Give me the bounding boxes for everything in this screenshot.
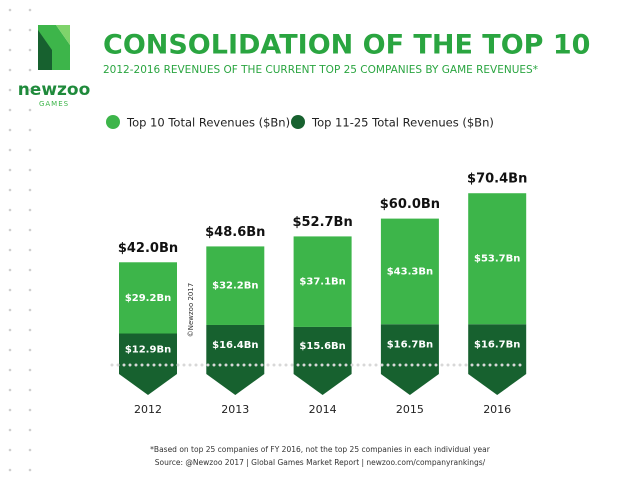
decor-dot [28,308,32,312]
total-label: $60.0Bn [380,197,440,212]
x-tick-label: 2013 [221,403,249,416]
decor-dot [8,108,12,112]
decor-dot [28,428,32,432]
decor-dot [8,28,12,32]
decor-dot [8,448,12,452]
logo-tagline: GAMES [39,100,69,108]
value-label: $53.7Bn [474,254,520,265]
decor-dot [28,48,32,52]
bar-segment [380,324,439,395]
decor-dot [28,88,32,92]
chart-title: CONSOLIDATION OF THE TOP 10 [103,30,590,61]
bar-segment [293,326,352,395]
decor-dot [28,228,32,232]
legend-label: Top 11-25 Total Revenues ($Bn) [311,116,494,130]
legend-swatch [106,115,120,129]
x-tick-label: 2015 [396,403,424,416]
decor-dot [28,268,32,272]
decor-dot [8,408,12,412]
x-tick-label: 2012 [134,403,162,416]
value-label: $43.3Bn [387,266,433,277]
source: Source: @Newzoo 2017 | Global Games Mark… [155,458,486,467]
logo-shape [38,30,52,70]
decor-dot [8,288,12,292]
decor-dot [8,168,12,172]
value-label: $12.9Bn [125,344,171,355]
logo-name: newzoo [18,80,91,100]
decor-dot [8,368,12,372]
decor-dot [8,188,12,192]
total-label: $48.6Bn [205,225,265,240]
decor-dot [8,68,12,72]
footnote: *Based on top 25 companies of FY 2016, n… [150,445,491,454]
bar-segment [206,246,265,325]
bar-segment [119,262,177,334]
decor-dot [8,428,12,432]
decor-dot [28,168,32,172]
chart-subtitle: 2012-2016 REVENUES OF THE CURRENT TOP 25… [103,64,538,76]
decor-dot [28,468,32,472]
decor-dot [28,388,32,392]
decor-dot [8,348,12,352]
watermark: ©Newzoo 2017 [187,283,195,338]
decor-dot [28,208,32,212]
total-label: $52.7Bn [292,215,352,230]
decor-dot [28,288,32,292]
total-label: $42.0Bn [118,241,178,256]
value-label: $16.7Bn [387,340,433,351]
decor-dot [28,148,32,152]
legend-swatch [291,115,305,129]
value-label: $32.2Bn [212,281,258,292]
decor-dot [8,468,12,472]
decor-dot [8,388,12,392]
decor-dot [8,228,12,232]
value-label: $37.1Bn [299,277,345,288]
bar-segment [206,324,265,395]
decor-dot [28,408,32,412]
decor-dot [8,248,12,252]
logo-shape [56,25,70,45]
x-tick-label: 2016 [483,403,511,416]
decor-dot [8,148,12,152]
value-label: $16.4Bn [212,340,258,351]
legend-label: Top 10 Total Revenues ($Bn) [126,116,290,130]
decor-dot [28,108,32,112]
bar-segment [468,193,527,325]
value-label: $16.7Bn [474,340,520,351]
value-label: $29.2Bn [125,293,171,304]
decor-dot [8,48,12,52]
bar-segment [293,236,352,327]
decor-dot [28,448,32,452]
decor-dot [28,348,32,352]
decor-dot [28,188,32,192]
decor-dot [28,368,32,372]
decor-dot [8,308,12,312]
decor-dot [28,248,32,252]
decor-dot [8,208,12,212]
logo [38,25,70,70]
decor-dot [8,8,12,12]
decor-dot [8,88,12,92]
x-tick-label: 2014 [309,403,337,416]
decor-dot [8,128,12,132]
decor-dot [28,128,32,132]
decor-dot [28,68,32,72]
decor-dot [28,328,32,332]
bar-segment [468,324,527,395]
bar-segment [380,218,439,325]
decor-dot [28,8,32,12]
value-label: $15.6Bn [299,341,345,352]
decor-dot [28,28,32,32]
decor-dot [8,268,12,272]
decor-dot [8,328,12,332]
total-label: $70.4Bn [467,172,527,187]
